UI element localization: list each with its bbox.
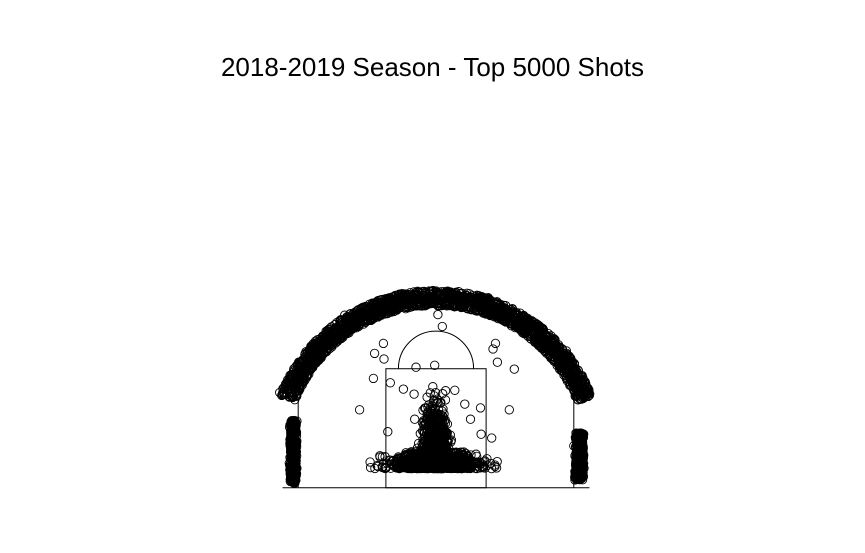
shot-point <box>377 452 388 462</box>
shot-point <box>488 344 498 354</box>
shot-point <box>425 404 436 415</box>
shot-point <box>378 338 389 349</box>
shot-point <box>424 462 434 473</box>
shot-point <box>424 419 434 430</box>
shot-point <box>451 450 461 461</box>
shot-point <box>431 387 441 398</box>
shot-point <box>491 463 502 473</box>
shot-point <box>445 455 455 465</box>
shot-point <box>490 338 501 349</box>
shot-point <box>480 463 490 473</box>
shot-point <box>440 386 451 396</box>
shot-points <box>275 285 595 488</box>
shot-point <box>381 462 391 473</box>
shot-point <box>460 399 470 409</box>
shot-point <box>369 348 380 359</box>
shot-point <box>442 437 453 447</box>
shot-point <box>471 457 481 468</box>
shot-point <box>385 378 395 388</box>
shot-point <box>444 460 455 470</box>
shot-point <box>482 454 492 464</box>
chart-title: 2018-2019 Season - Top 5000 Shots <box>220 52 645 82</box>
shot-point <box>385 455 395 465</box>
shot-point <box>429 446 440 457</box>
shot-point <box>419 461 429 472</box>
shot-point <box>492 456 502 467</box>
shot-point <box>475 403 486 413</box>
shot-point <box>365 457 375 467</box>
shot-point <box>426 452 436 462</box>
shot-point <box>492 357 503 367</box>
shot-point <box>450 385 460 395</box>
shot-point <box>455 461 465 471</box>
shot-point <box>383 427 393 437</box>
shot-point <box>425 388 435 398</box>
shot-point <box>473 459 484 469</box>
shot-point <box>365 462 376 473</box>
shot-point <box>459 454 469 464</box>
shot-point <box>476 429 486 439</box>
shot-point <box>432 460 442 470</box>
shot-point <box>437 428 447 438</box>
shot-point <box>465 414 476 424</box>
shot-point <box>434 446 444 456</box>
shot-point <box>428 382 438 392</box>
shot-point <box>432 397 442 408</box>
shot-point <box>417 451 427 461</box>
shot-point <box>408 453 418 463</box>
shot-point <box>400 452 410 462</box>
shot-point <box>447 448 457 458</box>
shot-point <box>436 452 447 462</box>
shot-point <box>433 309 443 320</box>
shot-point <box>395 459 405 469</box>
shot-point <box>432 414 442 424</box>
shot-point <box>463 458 474 469</box>
shot-point <box>406 455 416 465</box>
shot-point <box>432 423 442 433</box>
shot-point <box>423 461 433 471</box>
shot-point <box>419 428 429 439</box>
shot-point <box>431 410 441 421</box>
shot-point <box>411 362 421 372</box>
shot-point <box>398 384 409 394</box>
shot-point <box>428 445 438 455</box>
shot-point <box>504 405 514 415</box>
shot-point <box>375 452 385 462</box>
shot-point <box>379 354 389 364</box>
shot-point <box>509 364 519 374</box>
shot-point <box>377 462 388 473</box>
shot-point <box>418 405 428 415</box>
shot-point <box>438 389 448 399</box>
shot-point <box>435 463 446 473</box>
shot-point <box>456 462 466 473</box>
free-throw-circle <box>397 330 475 369</box>
shot-point <box>437 321 447 332</box>
shot-point <box>368 373 379 384</box>
shot-point <box>433 439 444 450</box>
shot-point <box>370 463 380 474</box>
shot-point <box>424 410 434 420</box>
shot-point <box>438 414 448 425</box>
shot-point <box>464 453 474 464</box>
shot-point <box>487 433 497 443</box>
shot-point <box>354 405 365 415</box>
shot-point <box>490 460 500 470</box>
shot-point <box>450 460 461 470</box>
shot-point <box>410 414 420 424</box>
shot-point <box>409 389 419 399</box>
